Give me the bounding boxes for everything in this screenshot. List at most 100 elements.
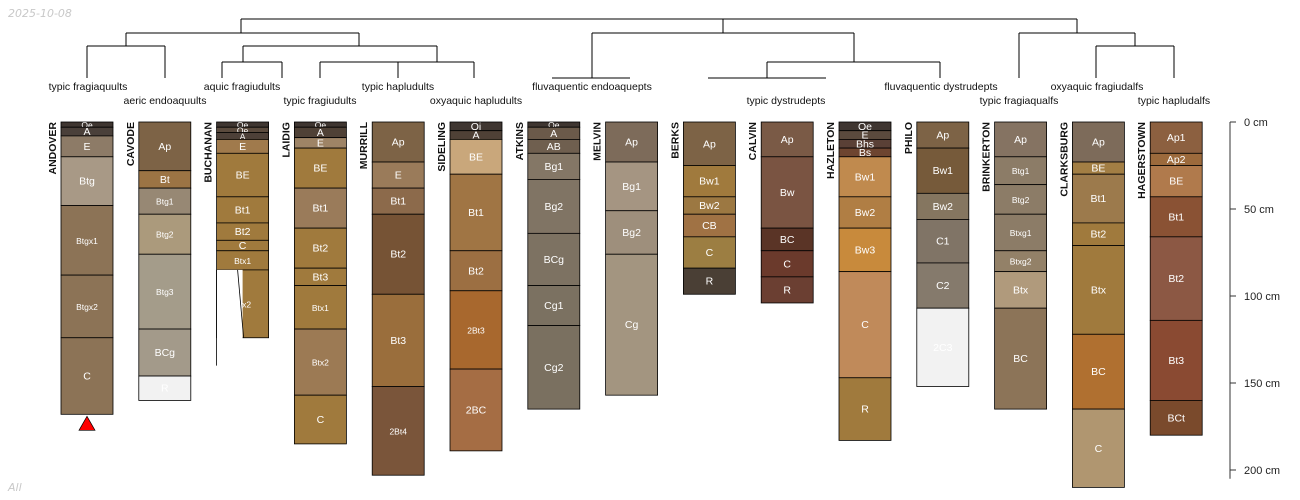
profile-name-label: CLARKSBURG [1058,122,1070,197]
horizon-label: BE [1091,163,1105,175]
horizon-label: Bg2 [622,227,641,239]
horizon-label: A [317,127,324,139]
profile-name-label: PHILO [903,122,915,154]
horizon-btg1 [138,187,192,215]
horizon-c [683,236,736,269]
horizon-bt1 [1072,173,1125,224]
profile-berks: Ap Bw1 Bw2 CB C R BERKS [669,121,736,295]
horizon-bcg [527,232,581,286]
classification-label: typic fragiudults [284,95,357,107]
axis-tick-label: 100 cm [1244,291,1280,303]
profile-name-label: HAZLETON [825,122,837,179]
horizon-label: Oe [858,121,872,133]
horizon-label: Bt2 [468,265,484,277]
horizon-bw [760,156,814,229]
horizon-label: Bt1 [235,204,251,216]
horizon-label: Bt3 [313,271,329,283]
horizon-label: Bt2 [1091,229,1107,241]
horizon-btg1 [994,156,1047,186]
horizon-label: Btxg2 [1010,257,1032,267]
horizon-btg2 [138,213,192,255]
horizon-be [449,138,503,175]
horizon-label: Bt1 [390,196,406,208]
horizon-label: C [83,371,91,383]
profile-name-label: CAVODE [125,122,137,166]
horizon-label: E [861,130,868,142]
horizon-label: Btx [1013,284,1029,296]
horizon-bt1 [293,187,347,229]
profile-name-label: HAGERSTOWN [1136,122,1148,199]
horizon-label: 2C3 [933,342,952,354]
dendrogram [86,18,1175,79]
classification-label: typic dystrudepts [747,95,826,107]
horizon-bt1 [216,196,270,224]
horizon-label: Bw1 [699,176,720,188]
horizon-label: Oe [315,120,327,130]
horizon-label: Bg2 [544,201,563,213]
axis-tick-label: 200 cm [1244,465,1280,477]
horizon-bt1 [371,187,425,215]
horizon-bw1 [916,147,970,194]
horizon-ap [138,121,192,172]
horizon-label: C1 [936,236,950,248]
horizon-cg2 [527,325,581,410]
horizon-2bc [449,368,503,452]
horizon-r [838,377,892,441]
horizon-label: R [161,383,169,395]
horizon-2bt4 [371,386,425,476]
horizon-bt1 [449,173,503,252]
horizon-bw1 [683,165,736,198]
horizon-be [216,152,270,198]
horizon-label: Bg1 [544,161,563,173]
horizon-cg1 [527,285,581,326]
horizon-label: Bt2 [235,226,251,238]
horizon-label: Ap [392,137,405,149]
profile-name-label: BUCHANAN [203,122,215,183]
horizon-label: E [317,137,324,149]
horizon-label: Oe [237,120,249,130]
horizon-label: Oe [81,120,93,130]
classification-labels: typic fragiaquults aeric endoaquults aquic… [49,81,1211,107]
profile-melvin: Ap Bg1 Bg2 Cg MELVIN [592,121,658,396]
horizon-label: A [240,131,246,141]
horizon-label: Bt3 [390,335,406,347]
horizon-label: 2Bt4 [389,426,407,436]
classification-label: typic hapludalfs [1138,95,1210,107]
horizon-label: CB [702,220,717,232]
classification-label: fluvaquentic dystrudepts [884,81,997,93]
classification-label: aeric endoaquults [124,95,207,107]
horizon-label: Bg1 [622,181,641,193]
horizon-label: Bw2 [699,200,720,212]
horizon-label: Bt1 [468,207,484,219]
horizon-label: BCg [155,347,176,359]
profile-name-label: CALVIN [747,122,759,160]
horizon-label: Btg2 [156,230,174,240]
horizon-label: Btgx2 [76,302,98,312]
classification-label: typic fragiaquults [49,81,128,93]
horizon-btx1 [293,285,347,330]
horizon-label: Cg2 [544,362,563,374]
horizon-label: Ap [1092,137,1105,149]
horizon-bw3 [838,227,892,273]
depth-axis: 0 cm 50 cm 100 cm 150 cm 200 cm [1229,117,1280,479]
bottom-marker [78,415,96,431]
axis-tick-label: 150 cm [1244,378,1280,390]
horizon-label: Bt2 [1168,273,1184,285]
horizon-ap [605,121,658,163]
horizon-label: A [472,130,479,142]
horizon-label: 2BC [466,404,487,416]
horizon-label: Bs [859,147,871,159]
horizon-label: Bt2 [313,243,329,255]
profile-murrill: Ap E Bt1 Bt2 Bt3 2Bt4 MURRILL [358,121,425,476]
horizon-cg [605,253,658,396]
horizon-be [1149,165,1203,198]
horizon-label: Bw3 [855,244,876,256]
horizon-c2 [916,262,970,309]
profile-clarksburg: Ap BE Bt1 Bt2 Btx BC C CLARKSBURG [1058,121,1125,488]
horizon-label: Btx [1091,284,1107,296]
horizon-label: A [83,126,90,138]
profile-name-label: ATKINS [514,122,526,160]
